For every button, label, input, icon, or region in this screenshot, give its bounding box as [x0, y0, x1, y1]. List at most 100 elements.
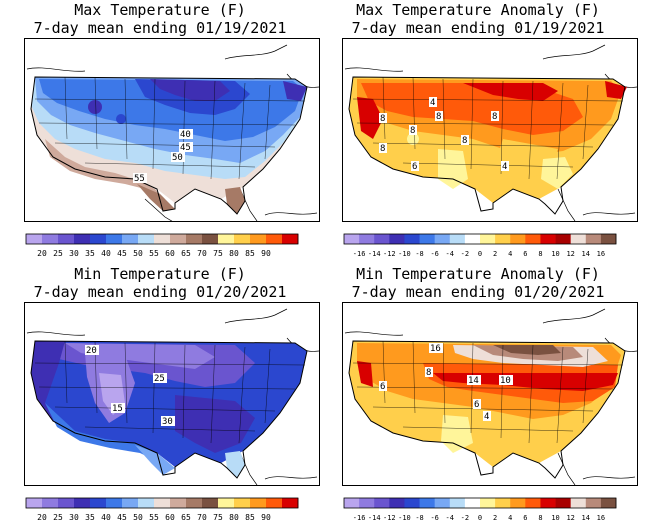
surrounding-coastlines — [344, 44, 637, 221]
legend-swatch — [374, 498, 390, 508]
contour-label: 15 — [112, 404, 123, 414]
legend-tick-label: 70 — [197, 513, 207, 522]
panel-subtitle: 7-day mean ending 01/19/2021 — [33, 19, 287, 37]
color-legend: 20 25 30 35 40 45 50 55 60 65 70 75 80 85 90 — [2, 496, 302, 526]
legend-swatch — [58, 234, 75, 244]
legend-swatch — [122, 498, 139, 508]
legend-swatch — [555, 234, 572, 244]
legend-tick-label: -10 — [398, 514, 411, 522]
legend-swatch — [600, 498, 617, 508]
contour-label: 8 — [380, 114, 385, 124]
panel-max-temperature: Max Temperature (F) 7-day mean ending 01… — [0, 0, 320, 262]
legend-tick-label: 4 — [508, 250, 512, 258]
temperature-field — [31, 77, 307, 214]
legend-tick-label: 90 — [261, 513, 271, 522]
map-graphic: 40 45 50 55 — [26, 44, 319, 221]
panel-subtitle: 7-day mean ending 01/20/2021 — [351, 283, 605, 301]
legend-swatch — [495, 498, 511, 508]
legend-swatch — [90, 498, 107, 508]
panel-title: Max Temperature (F) — [74, 1, 246, 19]
legend-swatch — [600, 234, 617, 244]
contour-label: 50 — [172, 153, 183, 163]
legend-swatch — [540, 498, 556, 508]
legend-tick-label: 40 — [101, 249, 111, 258]
legend-swatch — [122, 234, 139, 244]
legend-swatch — [266, 498, 283, 508]
legend-swatch — [525, 234, 541, 244]
anomaly-field — [349, 341, 625, 471]
legend-swatch — [234, 234, 251, 244]
legend-tick-label: 30 — [69, 513, 79, 522]
legend-tick-label: 75 — [213, 249, 223, 258]
anomaly-field — [349, 77, 627, 207]
legend-swatch — [404, 498, 420, 508]
panel-subtitle: 7-day mean ending 01/20/2021 — [33, 283, 287, 301]
legend-swatch — [282, 234, 299, 244]
legend-swatch — [106, 234, 123, 244]
legend-tick-label: 45 — [117, 249, 127, 258]
contour-label: 6 — [412, 162, 417, 172]
legend-tick-label: -6 — [430, 250, 438, 258]
color-legend: 20 25 30 35 40 45 50 55 60 65 70 75 80 85 90 — [2, 232, 302, 262]
legend-tick-label: -4 — [446, 514, 454, 522]
contour-label: 16 — [430, 344, 441, 354]
legend-tick-label: 25 — [53, 249, 63, 258]
legend-swatch — [510, 498, 526, 508]
color-legend-bar: -16 -14 -12 -10 -8 -6 -4 -2 0 2 4 6 8 10 12 14 16 — [343, 233, 617, 258]
legend-tick-label: 85 — [245, 249, 255, 258]
us-outline — [30, 340, 308, 479]
legend-swatch — [202, 234, 219, 244]
legend-tick-label: 16 — [597, 514, 605, 522]
legend-swatch — [359, 234, 375, 244]
legend-tick-label: -10 — [398, 250, 411, 258]
color-legend: -16 -14 -12 -10 -8 -6 -4 -2 0 2 4 6 8 10 12 14 16 — [320, 496, 620, 526]
legend-swatch — [344, 498, 360, 508]
legend-border — [343, 233, 617, 245]
contour-labels: 20 25 15 30 — [85, 345, 175, 427]
legend-tick-label: 20 — [37, 513, 47, 522]
legend-swatch — [90, 234, 107, 244]
panel-subtitle: 7-day mean ending 01/19/2021 — [351, 19, 605, 37]
legend-swatch — [138, 234, 155, 244]
temperature-field — [31, 341, 307, 478]
legend-tick-label: 70 — [197, 249, 207, 258]
us-map: 20 25 15 30 — [24, 302, 320, 486]
panel-title: Min Temperature (F) — [74, 265, 246, 283]
legend-border — [25, 233, 299, 245]
contour-label: 8 — [436, 112, 441, 122]
contour-label: 8 — [410, 126, 415, 136]
legend-swatch — [170, 234, 187, 244]
legend-swatch — [585, 234, 602, 244]
contour-label: 4 — [430, 98, 435, 108]
legend-tick-label: 35 — [85, 513, 95, 522]
map-graphic: 4 8 8 8 8 8 8 6 4 — [344, 44, 637, 221]
legend-swatch — [464, 498, 481, 508]
contour-label: 8 — [426, 368, 431, 378]
legend-swatch — [540, 234, 556, 244]
legend-swatch — [434, 234, 451, 244]
legend-tick-label: 0 — [478, 514, 482, 522]
state-borders — [352, 76, 624, 180]
legend-swatch — [419, 234, 436, 244]
legend-swatch — [344, 234, 360, 244]
contour-label: 45 — [180, 143, 191, 153]
legend-tick-label: -14 — [368, 514, 381, 522]
contour-label: 20 — [86, 346, 97, 356]
contour-label: 30 — [162, 417, 173, 427]
legend-tick-label: 40 — [101, 513, 111, 522]
legend-swatch — [42, 234, 59, 244]
state-borders — [34, 76, 306, 180]
contour-labels: 40 45 50 55 — [133, 129, 193, 184]
contour-label: 6 — [380, 382, 385, 392]
legend-swatch — [250, 234, 267, 244]
legend-swatch — [170, 498, 187, 508]
legend-tick-label: -16 — [353, 250, 366, 258]
legend-tick-label: 25 — [53, 513, 63, 522]
us-outline — [30, 76, 308, 215]
legend-tick-label: 12 — [566, 514, 574, 522]
contour-labels: 16 14 10 8 6 6 4 — [379, 343, 513, 422]
legend-tick-label: 65 — [181, 513, 191, 522]
panel-max-temperature-anomaly: Max Temperature Anomaly (F) 7-day mean e… — [318, 0, 638, 262]
contour-label: 8 — [492, 112, 497, 122]
legend-tick-label: 55 — [149, 249, 159, 258]
